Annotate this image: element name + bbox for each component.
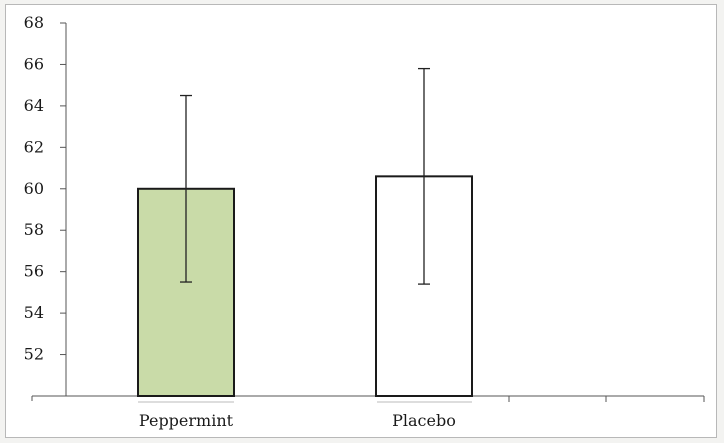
bars xyxy=(137,175,473,397)
y-tick-label: 54 xyxy=(24,303,44,322)
y-tick-label: 60 xyxy=(24,179,44,198)
y-tick-label: 62 xyxy=(24,137,44,156)
chart-frame xyxy=(5,4,717,438)
error-bars xyxy=(180,67,430,285)
category-label-peppermint: Peppermint xyxy=(139,411,234,430)
y-tick-label: 52 xyxy=(24,345,44,364)
labels: 52 54 56 58 60 62 64 66 68 Peppermint Placebo xyxy=(24,13,456,430)
y-tick-label: 68 xyxy=(24,13,44,32)
y-tick-label: 66 xyxy=(24,54,44,73)
category-label-placebo: Placebo xyxy=(392,411,456,430)
y-tick-label: 56 xyxy=(24,262,44,281)
y-tick-label: 58 xyxy=(24,220,44,239)
axes xyxy=(31,22,705,403)
y-tick-label: 64 xyxy=(24,96,44,115)
